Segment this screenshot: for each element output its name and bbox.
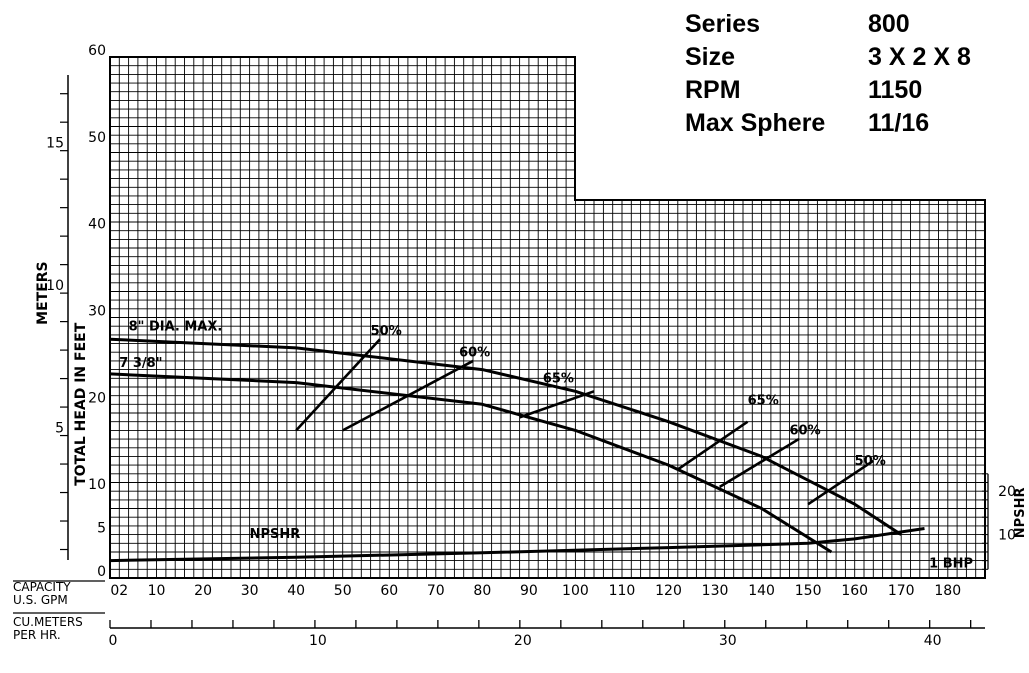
y-tick-label: 0 xyxy=(97,564,106,580)
cu-meters-tick-label: 0 xyxy=(109,633,118,649)
x-tick-label: 70 xyxy=(427,583,445,599)
series-label: Series xyxy=(685,10,761,38)
y-tick-label: 40 xyxy=(88,217,106,233)
x-tick-label: 110 xyxy=(609,583,636,599)
curve-0 xyxy=(109,337,903,536)
x-tick-label: 140 xyxy=(748,583,775,599)
cu-meters-tick-label: 40 xyxy=(924,633,942,649)
grid-outline xyxy=(109,56,986,579)
y-tick-label: 10 xyxy=(88,477,106,493)
rpm-label: RPM xyxy=(685,76,741,104)
chart-grid xyxy=(109,56,986,579)
curve-1 xyxy=(109,372,833,554)
efficiency-line-1 xyxy=(342,359,474,432)
series-label: 1 BHP xyxy=(929,557,973,572)
x-tick-label: 40 xyxy=(287,583,305,599)
y-tick-label: 50 xyxy=(88,130,106,146)
x-tick-label: 30 xyxy=(241,583,259,599)
npsh-axis-label: NPSHR xyxy=(1013,488,1028,539)
x-axis-label: CAPACITY xyxy=(13,580,71,594)
x-tick-label: 150 xyxy=(795,583,822,599)
efficiency-label: 65% xyxy=(748,393,779,408)
efficiency-line-4 xyxy=(719,437,800,488)
y-axis-label: TOTAL HEAD IN FEET xyxy=(73,322,89,486)
meters-tick-label: 15 xyxy=(46,136,64,152)
efficiency-label: 60% xyxy=(459,346,490,361)
efficiency-label: 65% xyxy=(543,372,574,387)
max-sphere-value: 11/16 xyxy=(868,109,930,137)
efficiency-line-3 xyxy=(677,420,749,471)
x-tick-label: 60 xyxy=(380,583,398,599)
y-tick-label: 30 xyxy=(88,304,106,320)
x-tick-label: 90 xyxy=(520,583,538,599)
x-tick-label: 180 xyxy=(934,583,961,599)
cu-meters-axis-label-unit: PER HR. xyxy=(13,628,61,642)
meters-tick-label: 10 xyxy=(46,278,64,294)
x-tick-label: 100 xyxy=(562,583,589,599)
grid-lines xyxy=(109,56,986,579)
x-tick-label: 02 xyxy=(110,583,128,599)
x-tick-label: 170 xyxy=(888,583,915,599)
efficiency-line-5 xyxy=(807,459,875,506)
curve-2 xyxy=(109,527,925,563)
chart-series xyxy=(109,337,925,563)
size-value: 3 X 2 X 8 xyxy=(868,43,971,71)
y-tick-label: 20 xyxy=(88,390,106,406)
y-tick-label: 5 xyxy=(97,521,106,537)
size-label: Size xyxy=(685,43,736,71)
x-tick-label: 50 xyxy=(334,583,352,599)
cu-meters-tick-label: 10 xyxy=(309,633,327,649)
efficiency-label: 60% xyxy=(790,424,821,439)
series-label: 7 3/8" xyxy=(119,356,162,371)
cu-meters-tick-label: 30 xyxy=(719,633,737,649)
efficiency-line-2 xyxy=(519,390,595,419)
npsh-tick-label: 20 xyxy=(998,484,1016,500)
rpm-value: 1150 xyxy=(868,76,923,104)
efficiency-label: 50% xyxy=(371,324,402,339)
x-tick-label: 120 xyxy=(655,583,682,599)
x-tick-label: 160 xyxy=(841,583,868,599)
x-axis-label-unit: U.S. GPM xyxy=(13,593,68,607)
x-tick-label: 80 xyxy=(473,583,491,599)
cu-meters-tick-label: 20 xyxy=(514,633,532,649)
chart-labels: 0 5 10 20 30 40 50 60 5 10 15 METERS TOTAL HEAD IN F… xyxy=(13,43,1028,649)
chart-axes xyxy=(13,75,989,629)
x-tick-label: 130 xyxy=(702,583,729,599)
y-tick-label: 60 xyxy=(88,43,106,59)
efficiency-label: 50% xyxy=(855,454,886,469)
series-label: NPSHR xyxy=(250,527,301,542)
x-tick-label: 20 xyxy=(194,583,212,599)
meters-axis-label: METERS xyxy=(35,261,51,324)
cu-meters-axis-label: CU.METERS xyxy=(13,615,83,629)
series-label: 8" DIA. MAX. xyxy=(129,320,223,335)
meters-tick-label: 5 xyxy=(55,421,64,437)
series-value: 800 xyxy=(868,10,910,38)
efficiency-line-0 xyxy=(295,338,381,432)
max-sphere-label: Max Sphere xyxy=(685,109,826,137)
x-tick-label: 10 xyxy=(148,583,166,599)
npsh-tick-label: 10 xyxy=(998,528,1016,544)
